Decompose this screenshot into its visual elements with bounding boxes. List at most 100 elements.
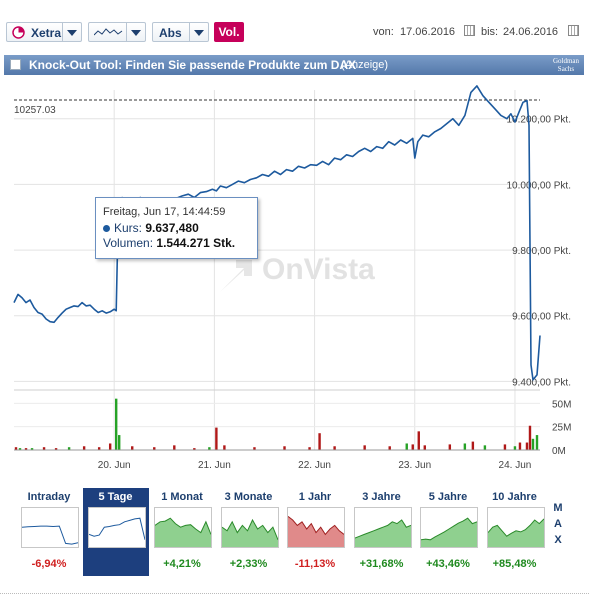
volume-bar xyxy=(18,448,22,450)
volume-bar xyxy=(528,425,532,450)
knockout-banner[interactable]: Knock-Out Tool: Finden Sie passende Prod… xyxy=(4,55,584,75)
volume-bar xyxy=(153,447,156,450)
bottom-divider xyxy=(0,593,589,594)
volume-bar xyxy=(535,435,539,450)
volume-bar xyxy=(525,442,529,450)
period-change: +2,33% xyxy=(229,558,268,570)
volume-bar xyxy=(513,446,517,450)
period-tab-label: Intraday xyxy=(27,491,71,503)
volume-bar xyxy=(531,438,535,450)
volume-bar xyxy=(417,431,420,450)
volume-bar xyxy=(318,433,321,450)
volume-bar xyxy=(208,447,211,450)
period-change: -11,13% xyxy=(294,558,336,570)
y-tick-label: 9.800,00 Pkt. xyxy=(512,246,571,257)
sparkline-area xyxy=(288,516,344,547)
period-thumbnail xyxy=(87,507,146,548)
sparkline xyxy=(155,517,211,547)
volume-toggle-button[interactable]: Vol. xyxy=(214,22,244,42)
period-tab[interactable]: 5 Jahre +43,46% xyxy=(415,488,481,576)
sparkline-area xyxy=(354,520,411,547)
volume-bar xyxy=(67,447,71,450)
period-tab[interactable]: 5 Tage xyxy=(82,488,149,576)
chevron-down-icon xyxy=(62,23,81,41)
volume-bar xyxy=(463,443,467,450)
period-thumbnail xyxy=(220,507,279,548)
sparkline-line xyxy=(487,518,544,537)
period-tab[interactable]: 3 Jahre +31,68% xyxy=(349,488,415,576)
volume-bar xyxy=(471,441,475,450)
period-change: +4,21% xyxy=(163,558,201,570)
period-change: +43,46% xyxy=(426,558,470,570)
goldman-sachs-logo[interactable]: Goldman Sachs xyxy=(553,57,579,73)
tooltip-price-label: Kurs: xyxy=(114,221,143,235)
period-change: +31,68% xyxy=(359,558,404,570)
x-tick-label: 22. Jun xyxy=(298,460,331,471)
series-dot-icon xyxy=(103,225,110,232)
sparkline-line xyxy=(288,516,344,536)
period-tab[interactable]: 1 Monat +4,21% xyxy=(149,488,215,576)
period-thumbnail xyxy=(21,507,79,548)
sparkline xyxy=(487,518,544,547)
volume-bar xyxy=(448,444,452,450)
to-label: bis: xyxy=(481,26,499,38)
period-change: -6,94% xyxy=(31,558,67,570)
volume-bar xyxy=(42,447,46,450)
period-thumbnail xyxy=(420,507,478,548)
max-letter: M xyxy=(553,502,563,514)
period-tab[interactable]: 10 Jahre +85,48% xyxy=(482,488,548,576)
volume-bar xyxy=(14,447,18,450)
sparkline-area xyxy=(421,518,477,547)
x-tick-label: 20. Jun xyxy=(98,460,131,471)
period-thumbnail xyxy=(486,507,545,548)
volume-bar xyxy=(503,444,507,450)
volume-bar xyxy=(215,427,218,450)
volume-bar xyxy=(333,446,336,450)
exchange-select[interactable]: Xetra xyxy=(6,22,82,42)
period-thumbnail xyxy=(154,507,212,548)
sparkline xyxy=(288,516,344,547)
volume-bar xyxy=(97,447,101,450)
sparkline xyxy=(22,525,78,545)
calendar-icon[interactable] xyxy=(568,25,579,36)
volume-bar xyxy=(54,448,58,450)
line-chart-icon xyxy=(94,28,123,36)
volume-bar xyxy=(82,446,86,450)
y-tick-label: 10.200,00 Pkt. xyxy=(507,115,572,126)
scale-select[interactable]: Abs xyxy=(152,22,209,42)
chevron-down-icon xyxy=(126,23,145,41)
volume-bar xyxy=(223,445,226,450)
volume-bar xyxy=(114,398,118,450)
tooltip-volume-label: Volumen: xyxy=(103,236,154,250)
onvista-logo-icon xyxy=(220,260,252,292)
period-thumbnail xyxy=(353,507,412,548)
volume-tick-label: 0M xyxy=(552,446,566,457)
max-letter: X xyxy=(554,534,562,546)
volume-bar xyxy=(308,447,311,450)
period-tab[interactable]: Intraday -6,94% xyxy=(16,488,82,576)
chevron-down-icon xyxy=(189,23,208,41)
volume-bar xyxy=(173,445,176,450)
from-date[interactable]: 17.06.2016 xyxy=(400,26,456,38)
tooltip-volume-value: 1.544.271 Stk. xyxy=(156,236,236,250)
chart-type-select[interactable] xyxy=(88,22,146,42)
volume-bar xyxy=(363,445,366,450)
sparkline-area xyxy=(221,520,278,547)
volume-bar xyxy=(253,447,256,450)
banner-checkbox[interactable] xyxy=(10,59,21,70)
price-chart[interactable]: 10257.03 9.400,00 Pkt. 9.600,00 Pkt. 9.800,… xyxy=(0,76,589,476)
logo-line-2: Sachs xyxy=(557,65,575,73)
period-tab[interactable]: 1 Jahr -11,13% xyxy=(282,488,348,576)
volume-bar xyxy=(483,445,487,450)
volume-tick-label: 50M xyxy=(552,399,571,410)
period-change: +85,48% xyxy=(492,558,537,570)
sparkline-line xyxy=(354,519,411,539)
banner-title[interactable]: Knock-Out Tool: Finden Sie passende Prod… xyxy=(29,58,357,72)
volume-bar xyxy=(108,443,112,450)
period-thumbnail xyxy=(287,507,345,548)
period-selector: Intraday -6,94% 5 Tage 1 Monat +4,21% 3 Monat… xyxy=(16,488,556,576)
calendar-icon[interactable] xyxy=(464,25,475,36)
to-date[interactable]: 24.06.2016 xyxy=(503,26,559,38)
period-tab[interactable]: 3 Monate +2,33% xyxy=(216,488,282,576)
